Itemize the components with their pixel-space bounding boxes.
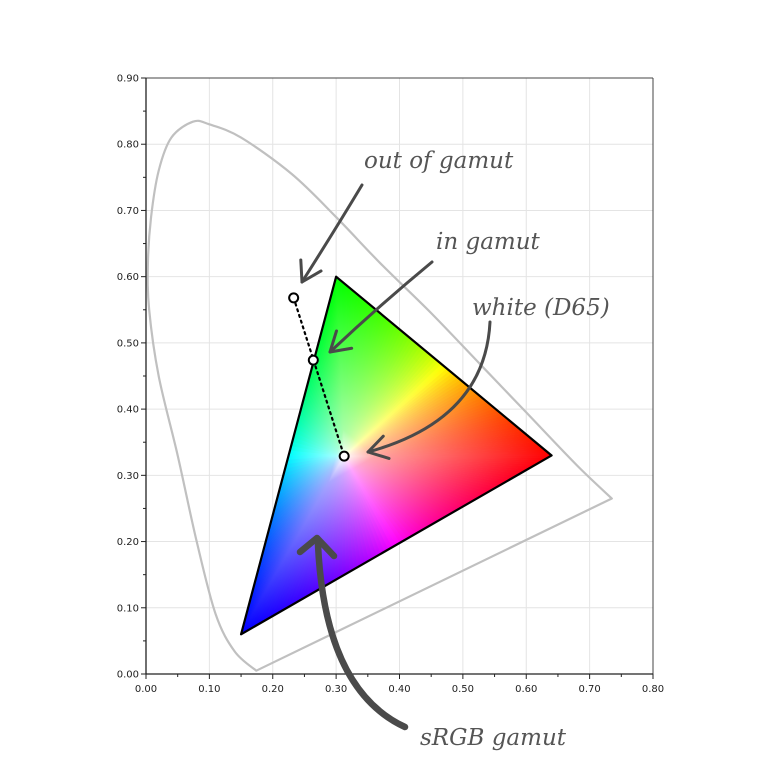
y-tick-label: 0.90 [117, 74, 139, 85]
x-tick-label: 0.60 [515, 684, 537, 695]
y-tick-label: 0.50 [117, 338, 139, 349]
point-white-d65 [338, 450, 350, 462]
spectral-locus-curve [146, 119, 613, 672]
gamut-wedge [344, 455, 552, 459]
annotation-srgb-gamut: sRGB gamut [420, 725, 567, 751]
y-tick-label: 0.70 [117, 206, 139, 217]
arrow-out-of-gamut [299, 183, 364, 284]
x-tick-label: 0.70 [578, 684, 600, 695]
y-tick-label: 0.40 [117, 405, 139, 416]
srgb-gamut-fill [239, 275, 553, 636]
arrow-in-gamut [328, 260, 434, 354]
arrow-srgb-gamut [296, 534, 409, 731]
spectral-locus [146, 119, 613, 672]
y-tick-label: 0.00 [117, 670, 139, 681]
annotation-white-d65: white (D65) [472, 295, 610, 321]
annotation-out-of-gamut: out of gamut [364, 148, 514, 174]
arrow-white-d65 [366, 320, 492, 460]
annotation-arrows [296, 183, 492, 731]
x-tick-label: 0.50 [452, 684, 474, 695]
x-tick-label: 0.20 [262, 684, 284, 695]
y-tick-label: 0.60 [117, 272, 139, 283]
x-tick-label: 0.30 [325, 684, 347, 695]
data-points [288, 292, 350, 462]
point-in-gamut [307, 354, 319, 366]
x-tick-label: 0.40 [388, 684, 410, 695]
annotation-in-gamut: in gamut [436, 229, 541, 255]
x-tick-label: 0.10 [198, 684, 220, 695]
x-tick-label: 0.00 [135, 684, 157, 695]
projection-line [292, 296, 346, 458]
gamut-gradient [241, 276, 552, 635]
x-tick-label: 0.80 [642, 684, 664, 695]
srgb-gamut-triangle [239, 275, 553, 636]
y-tick-label: 0.20 [117, 537, 139, 548]
grid [146, 78, 653, 674]
y-tick-label: 0.30 [117, 471, 139, 482]
y-tick-label: 0.80 [117, 140, 139, 151]
y-tick-label: 0.10 [117, 603, 139, 614]
point-out-of-gamut [288, 292, 300, 304]
axis-ticks: 0.00 0.10 0.20 0.30 0.40 0.50 0.60 0.70 0.80 0.00… [117, 74, 664, 696]
